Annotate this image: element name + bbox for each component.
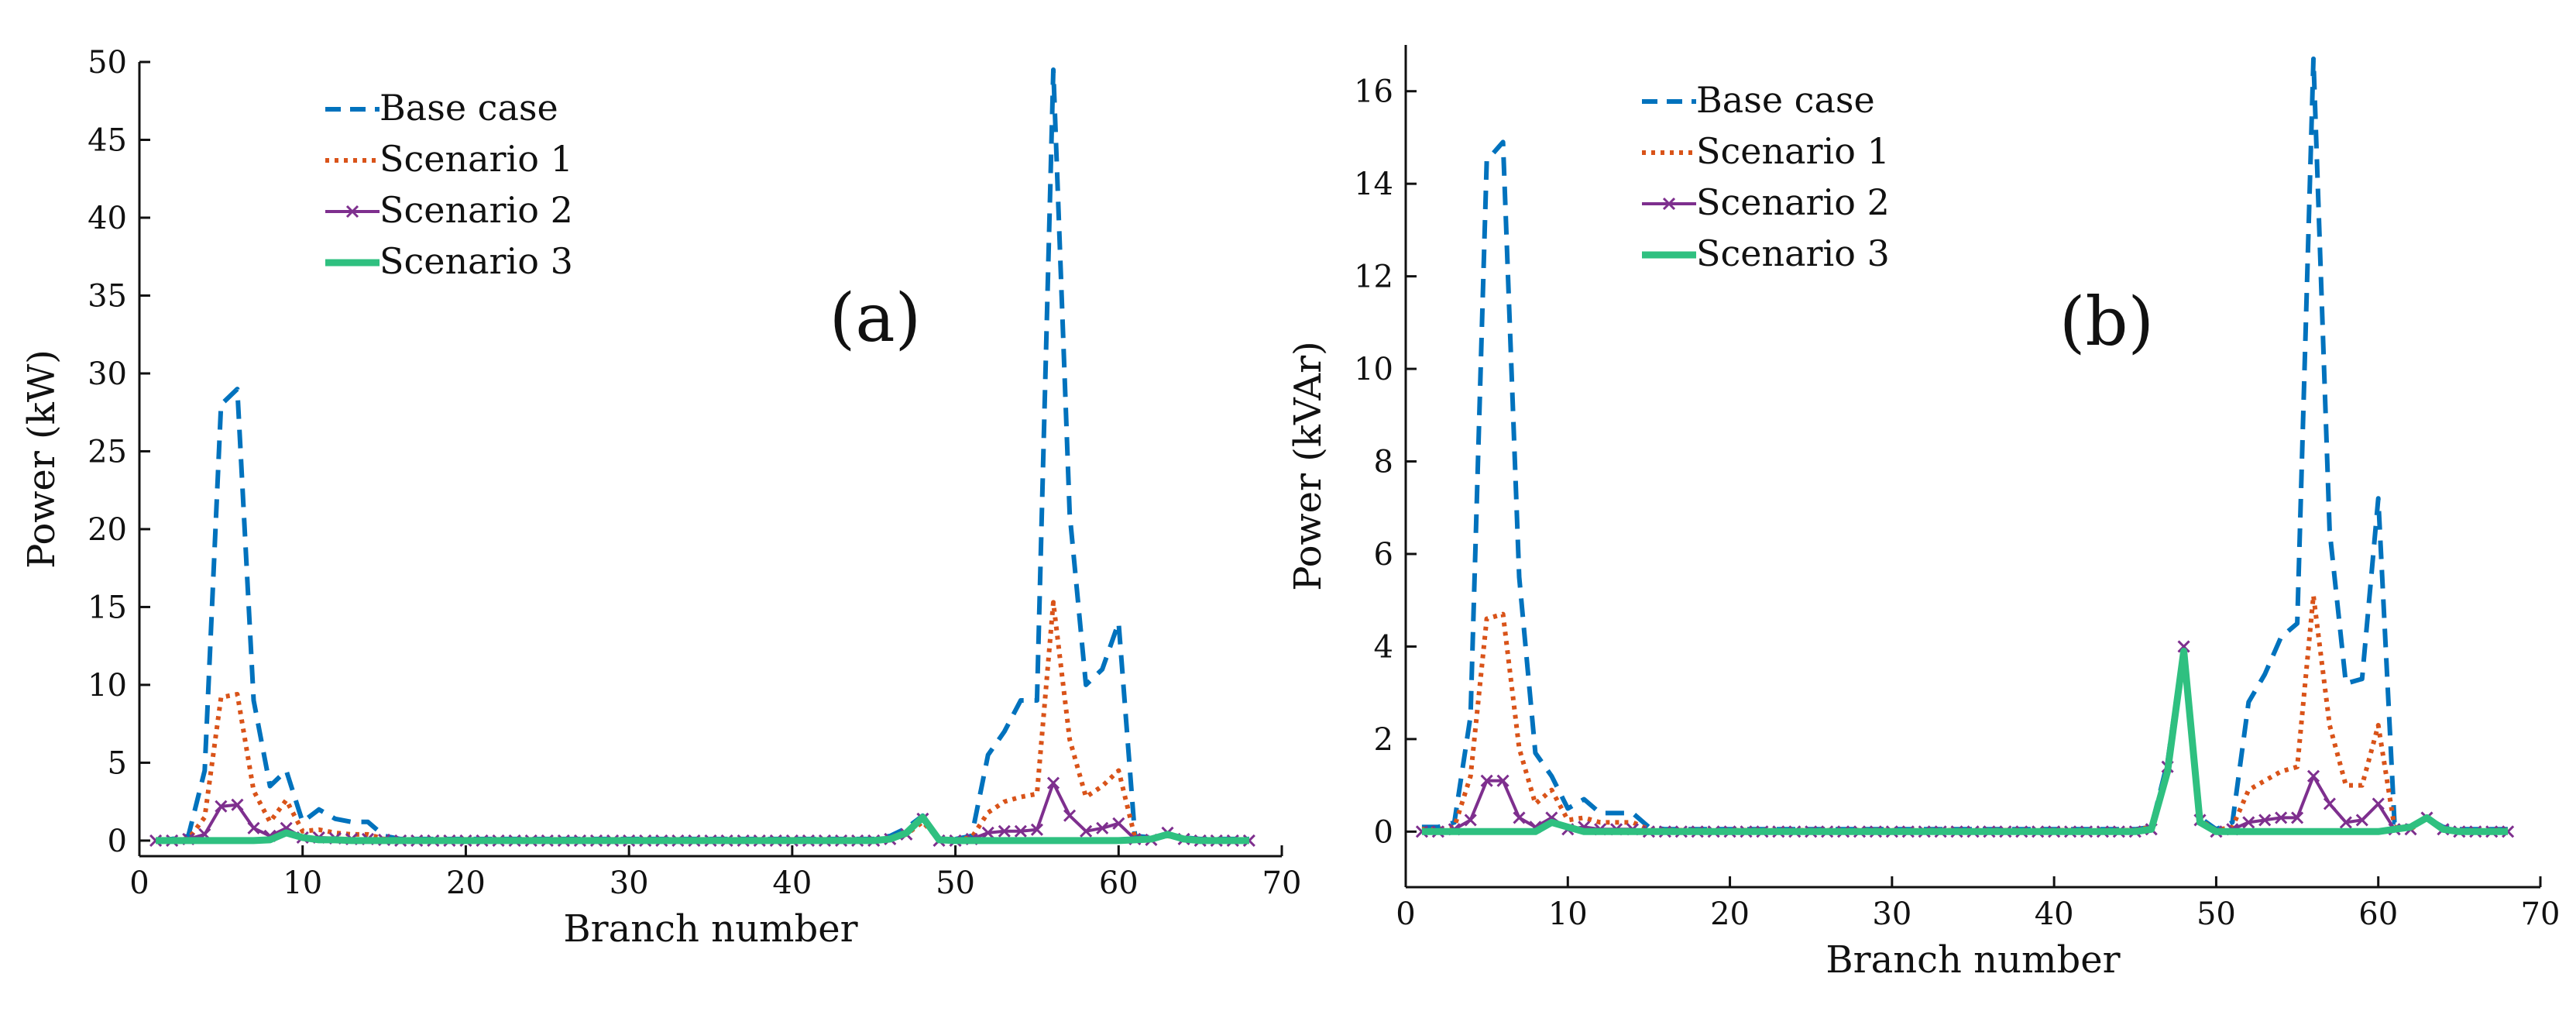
panel-letter: (a) bbox=[829, 280, 921, 357]
data-point-marker bbox=[2242, 816, 2255, 829]
legend-label: Scenario 1 bbox=[1696, 130, 1890, 172]
legend-label: Scenario 1 bbox=[380, 138, 573, 180]
x-tick-label: 70 bbox=[2521, 896, 2561, 932]
y-tick-label: 16 bbox=[1354, 74, 1393, 110]
data-point-marker bbox=[149, 834, 163, 847]
y-tick-label: 0 bbox=[108, 824, 127, 859]
x-tick-label: 0 bbox=[129, 865, 149, 901]
legend-marker bbox=[1662, 197, 1676, 211]
x-tick-label: 70 bbox=[1262, 865, 1302, 901]
data-point-marker bbox=[1014, 824, 1027, 838]
y-tick-label: 5 bbox=[108, 745, 127, 781]
data-point-marker bbox=[1063, 809, 1077, 822]
data-point-marker bbox=[1030, 823, 1043, 836]
series-line-base-case bbox=[155, 67, 1249, 843]
data-point-marker bbox=[2291, 811, 2304, 824]
y-tick-label: 45 bbox=[88, 122, 127, 158]
data-point-marker bbox=[2323, 797, 2336, 810]
data-point-marker bbox=[2339, 816, 2352, 829]
y-tick-label: 25 bbox=[88, 434, 127, 470]
panel-a: 0 10 20 30 40 50 60 70 0 5 10 15 20 25 30 35 40 45 50 Branc… bbox=[20, 45, 1301, 951]
data-point-marker bbox=[231, 798, 244, 811]
x-tick-label: 30 bbox=[1872, 896, 1911, 932]
data-point-marker bbox=[1480, 774, 1493, 787]
y-tick-label: 30 bbox=[88, 356, 127, 392]
series-line-scenario-3 bbox=[1421, 647, 2509, 835]
y-tick-label: 15 bbox=[88, 590, 127, 625]
y-tick-label: 0 bbox=[1374, 814, 1393, 850]
legend-label: Base case bbox=[1696, 79, 1875, 121]
legend-label: Scenario 3 bbox=[380, 240, 573, 282]
x-tick-label: 40 bbox=[2035, 896, 2074, 932]
data-point-marker bbox=[998, 824, 1011, 838]
data-point-marker bbox=[1096, 821, 1109, 834]
panel-b: 0 10 20 30 40 50 60 70 0 2 4 6 8 10 12 14 16 Branch numbe… bbox=[1286, 45, 2560, 982]
x-axis-label: Branch number bbox=[563, 907, 857, 951]
data-point-marker bbox=[2306, 769, 2320, 783]
x-tick-label: 20 bbox=[1710, 896, 1750, 932]
legend-label: Scenario 2 bbox=[380, 189, 573, 231]
data-point-marker bbox=[1496, 774, 1510, 787]
y-axis-label: Power (kVAr) bbox=[1286, 341, 1330, 591]
x-tick-label: 50 bbox=[2196, 896, 2236, 932]
x-tick-label: 10 bbox=[283, 865, 322, 901]
data-point-marker bbox=[2355, 814, 2368, 827]
y-tick-label: 40 bbox=[88, 201, 127, 236]
data-point-marker bbox=[2502, 825, 2515, 838]
x-tick-label: 30 bbox=[610, 865, 649, 901]
data-point-marker bbox=[1080, 824, 1093, 838]
y-tick-label: 35 bbox=[88, 278, 127, 314]
y-tick-label: 4 bbox=[1374, 629, 1393, 665]
data-point-marker bbox=[1112, 817, 1125, 830]
data-point-marker bbox=[2177, 640, 2190, 653]
data-point-marker bbox=[981, 826, 994, 839]
legend-marker bbox=[345, 205, 359, 218]
x-axis-label: Branch number bbox=[1826, 938, 2120, 982]
data-point-marker bbox=[247, 821, 260, 834]
y-tick-label: 10 bbox=[88, 668, 127, 704]
y-tick-label: 8 bbox=[1374, 445, 1393, 480]
x-tick-label: 40 bbox=[772, 865, 812, 901]
y-tick-label: 14 bbox=[1354, 167, 1393, 202]
y-tick-label: 6 bbox=[1374, 537, 1393, 573]
y-tick-label: 2 bbox=[1374, 722, 1393, 758]
y-tick-label: 50 bbox=[88, 45, 127, 81]
y-tick-label: 12 bbox=[1354, 260, 1393, 295]
x-tick-label: 60 bbox=[1099, 865, 1139, 901]
legend-label: Scenario 2 bbox=[1696, 181, 1890, 223]
data-point-marker bbox=[1464, 814, 1477, 827]
y-axis-label: Power (kW) bbox=[20, 349, 64, 569]
data-point-marker bbox=[1046, 776, 1060, 790]
x-tick-label: 10 bbox=[1548, 896, 1588, 932]
legend-label: Scenario 3 bbox=[1696, 232, 1890, 274]
data-point-marker bbox=[215, 800, 228, 813]
series-line-scenario-1 bbox=[1421, 593, 2509, 833]
series-line-scenario-3 bbox=[156, 814, 1249, 845]
x-tick-label: 20 bbox=[446, 865, 486, 901]
y-tick-label: 20 bbox=[88, 512, 127, 548]
x-tick-label: 0 bbox=[1396, 896, 1415, 932]
data-point-marker bbox=[1513, 811, 1526, 824]
data-point-marker bbox=[2372, 797, 2385, 810]
data-point-marker bbox=[2275, 811, 2288, 824]
series-line-base-case bbox=[1421, 56, 2509, 832]
data-point-marker bbox=[2258, 814, 2272, 827]
series-line-scenario-1 bbox=[155, 600, 1249, 843]
x-tick-label: 60 bbox=[2358, 896, 2398, 932]
legend-label: Base case bbox=[380, 87, 558, 129]
panel-letter: (b) bbox=[2059, 284, 2154, 361]
y-tick-label: 10 bbox=[1354, 352, 1393, 387]
x-tick-label: 50 bbox=[936, 865, 975, 901]
